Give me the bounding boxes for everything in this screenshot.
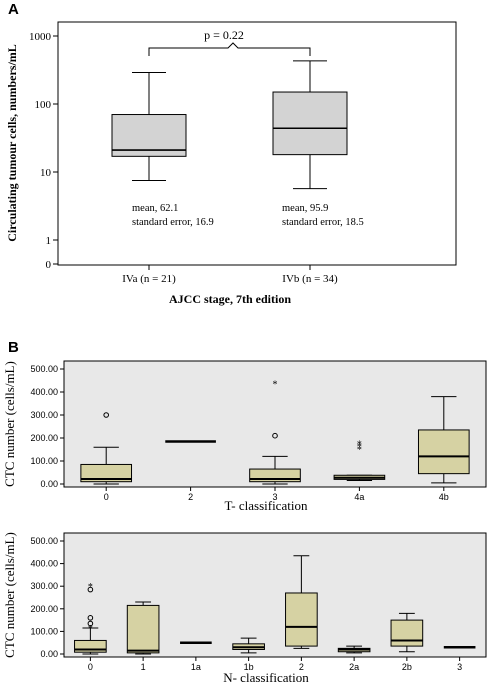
panel-b-bottom-xlabel: N- classification [223,670,309,685]
xtick-label-bb-2a: 2a [349,662,359,672]
panel-a-letter: A [8,1,19,18]
panel-a-xlabel: AJCC stage, 7th edition [169,292,291,306]
panel-a-ytick-group: 0 1 10 100 1000 [29,31,58,271]
panel-a-ytick-label: 100 [35,99,52,111]
box-bb-2 [285,592,318,647]
bt-ytick-label: 300.00 [30,410,58,420]
panel-a-xtick-group: IVa (n = 21) IVb (n = 34) [122,265,338,285]
outlier-circle-bt-0 [103,412,109,418]
xtick-label-ivb-n-34: IVb (n = 34) [282,273,338,285]
panel-a-box-group [111,60,348,190]
bb-ytick-label: 500.00 [30,536,58,546]
box-bb-2b [390,619,424,647]
xtick-label-bb-1a: 1a [191,662,201,672]
outlier-star-bt-3: * [273,379,278,390]
xtick-label-bb-1: 1 [141,662,146,672]
xtick-label-bb-1b: 1b [244,662,254,672]
bt-ytick-label: 200.00 [30,433,58,443]
panel-b-bottom-box-group: ** [74,555,476,655]
significance-label: p = 0.22 [204,28,244,42]
annotation-mean-ivb: mean, 95.9 [282,203,328,214]
xtick-label-bt-4a: 4a [354,492,364,502]
bt-ytick-label: 100.00 [30,456,58,466]
panel-a-ylabel: Circulating tumour cells, numbers/mL [5,44,19,242]
bt-ytick-label: 0.00 [40,479,58,489]
panel-b-top-box-group: **** [80,379,470,485]
outlier-circle-bb-0 [87,586,94,593]
panel-b-letter: B [8,339,19,356]
outlier-star-bt-4a: * [357,442,362,453]
box-bb-0 [74,639,107,653]
outlier-circle-bt-3 [272,432,278,439]
panel-b-top-xlabel: T- classification [225,498,308,513]
panel-a-ytick-label: 1000 [29,31,52,43]
panel-b-top-ylabel: CTC number (cells/mL) [2,361,17,487]
xtick-label-iva-n-21: IVa (n = 21) [122,273,176,285]
panel-a-ytick-label: 0 [46,259,52,271]
bt-ytick-label: 500.00 [30,364,58,374]
box-bt-4b [417,429,470,475]
xtick-label-bt-0: 0 [104,492,109,502]
bb-ytick-label: 300.00 [30,581,58,591]
xtick-label-bt-2: 2 [188,492,193,502]
panel-b-bottom-ylabel: CTC number (cells/mL) [2,532,17,658]
xtick-label-bb-2: 2 [299,662,304,672]
box-bb-1 [126,604,160,654]
annotation-se-iva: standard error, 16.9 [132,217,214,228]
bb-ytick-label: 100.00 [30,626,58,636]
xtick-label-bb-3: 3 [457,662,462,672]
box-bt-0 [80,463,133,483]
outlier-star-bb-0: * [88,582,93,593]
xtick-label-bt-3: 3 [272,492,277,502]
outlier-circle-bb-0 [87,620,94,627]
panel-b-bottom-xtick-group: 0 1 1a 1b 2 2a 2b 3 [88,657,462,672]
annotation-se-ivb: standard error, 18.5 [282,217,364,228]
bb-ytick-label: 0.00 [40,649,58,659]
outlier-star-bt-4a: * [357,445,362,456]
annotation-mean-iva: mean, 62.1 [132,203,178,214]
panel-b-top-ytick-group: 0.00 100.00 200.00 300.00 400.00 500.00 [30,364,64,489]
xtick-label-bb-0: 0 [88,662,93,672]
panel-b-bottom-ytick-group: 0.00 100.00 200.00 300.00 400.00 500.00 [30,536,64,659]
outlier-circle-bb-0 [87,615,94,621]
panel-b-top-xtick-group: 0 2 3 4a 4b [104,487,449,502]
outlier-star-bt-4a: * [357,439,362,450]
box-ivb-n-34 [272,91,348,156]
bb-ytick-label: 400.00 [30,559,58,569]
bb-ytick-label: 200.00 [30,604,58,614]
significance-bracket [148,42,311,56]
outlier-star-bb-0: * [88,624,93,635]
bt-ytick-label: 400.00 [30,387,58,397]
panel-a-ytick-label: 1 [46,235,52,247]
panel-a-ytick-label: 10 [40,167,52,179]
xtick-label-bb-2b: 2b [402,662,412,672]
xtick-label-bt-4b: 4b [439,492,449,502]
